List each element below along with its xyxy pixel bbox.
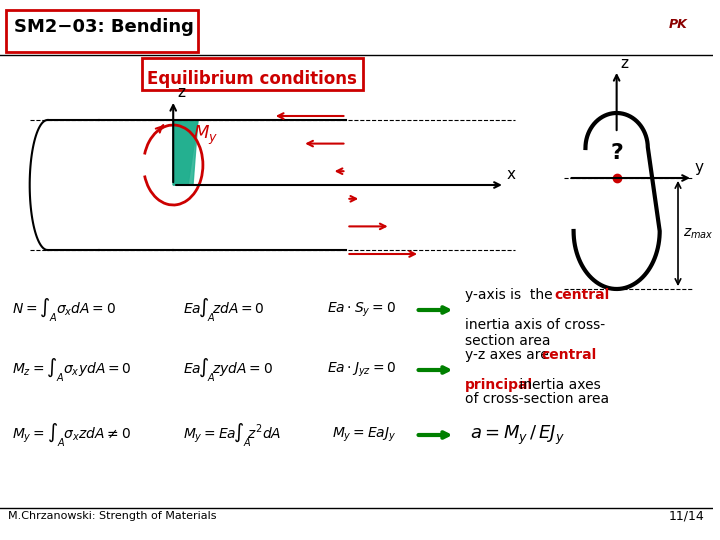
- Text: $Ea \cdot J_{yz} = 0$: $Ea \cdot J_{yz} = 0$: [327, 361, 396, 379]
- Text: central: central: [554, 288, 610, 302]
- Text: Equilibrium conditions: Equilibrium conditions: [148, 70, 357, 88]
- Polygon shape: [174, 120, 198, 185]
- Text: y-z axes are: y-z axes are: [465, 348, 554, 362]
- Text: inertia axes: inertia axes: [515, 378, 600, 392]
- Text: $M_y$: $M_y$: [193, 124, 218, 146]
- Text: x: x: [507, 167, 516, 182]
- Text: z: z: [621, 56, 629, 71]
- Text: SM2−03: Bending: SM2−03: Bending: [14, 18, 194, 36]
- Text: $Ea\!\int_{A}\!zydA = 0$: $Ea\!\int_{A}\!zydA = 0$: [183, 356, 273, 383]
- Text: $N = \int_{A}\sigma_x dA = 0$: $N = \int_{A}\sigma_x dA = 0$: [12, 296, 116, 323]
- Text: M.Chrzanowski: Strength of Materials: M.Chrzanowski: Strength of Materials: [8, 511, 217, 521]
- FancyBboxPatch shape: [6, 10, 198, 52]
- Text: $M_z = \int_{A}\sigma_x y dA = 0$: $M_z = \int_{A}\sigma_x y dA = 0$: [12, 356, 131, 383]
- FancyBboxPatch shape: [142, 58, 364, 90]
- Text: $z_{max}$: $z_{max}$: [683, 226, 714, 241]
- Text: ?: ?: [611, 143, 623, 163]
- Text: y: y: [695, 160, 704, 175]
- Text: inertia axis of cross-
section area: inertia axis of cross- section area: [465, 318, 606, 348]
- Text: z: z: [177, 85, 185, 100]
- Text: principal: principal: [465, 378, 534, 392]
- Text: $Ea\!\int_{A}\!zdA = 0$: $Ea\!\int_{A}\!zdA = 0$: [183, 296, 265, 323]
- Text: y-axis is  the: y-axis is the: [465, 288, 557, 302]
- Polygon shape: [174, 120, 198, 185]
- Text: central: central: [541, 348, 597, 362]
- Text: $M_y = Ea\!\int_{A}\!z^2 dA$: $M_y = Ea\!\int_{A}\!z^2 dA$: [183, 421, 282, 449]
- Text: of cross-section area: of cross-section area: [465, 392, 609, 406]
- Text: $M_y = EaJ_y$: $M_y = EaJ_y$: [332, 426, 396, 444]
- Text: $a = M_y \, / \, EJ_y$: $a = M_y \, / \, EJ_y$: [470, 423, 565, 447]
- Text: $Ea \cdot S_y = 0$: $Ea \cdot S_y = 0$: [327, 301, 395, 319]
- Text: 11/14: 11/14: [669, 510, 705, 523]
- Text: PK: PK: [669, 18, 688, 31]
- Text: $M_y = \int_{A}\sigma_x zdA \neq 0$: $M_y = \int_{A}\sigma_x zdA \neq 0$: [12, 421, 131, 449]
